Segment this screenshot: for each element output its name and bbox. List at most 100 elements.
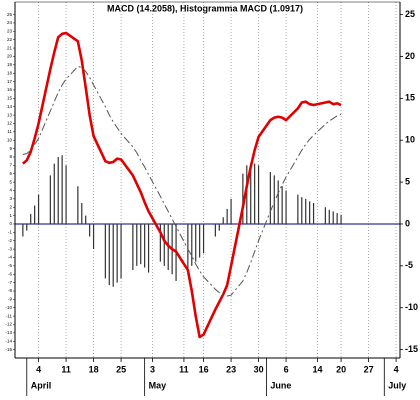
y2-tick-label: 6 xyxy=(9,171,12,176)
y2-tick-label: -6 xyxy=(8,271,12,276)
x-tick-label: 11 xyxy=(179,364,189,374)
histogram-bar xyxy=(214,223,216,237)
histogram-bar xyxy=(147,223,150,273)
histogram-bar xyxy=(34,205,36,224)
histogram-bar xyxy=(281,186,283,224)
y2-tick-label: 23 xyxy=(7,29,13,34)
y2-tick-label: -8 xyxy=(8,288,12,293)
histogram-bar xyxy=(104,223,106,279)
x-tick-label: 14 xyxy=(312,364,322,374)
y2-tick-label: 17 xyxy=(7,79,13,84)
y2-tick-label: 10 xyxy=(7,137,13,142)
y2-tick-label: -2 xyxy=(8,238,12,243)
histogram-bar xyxy=(49,175,51,224)
y2-tick-label: -13 xyxy=(5,330,12,335)
x-tick-label: 18 xyxy=(89,364,99,374)
histogram-bar xyxy=(57,156,59,224)
y2-tick-label: 21 xyxy=(7,45,13,50)
y2-tick-label: -3 xyxy=(8,246,12,251)
x-tick-label: 4 xyxy=(36,364,41,374)
y2-tick-label: -12 xyxy=(5,322,12,327)
histogram-bar xyxy=(108,223,110,286)
y2-tick-label: 25 xyxy=(7,12,13,17)
y2-tick-label: 15 xyxy=(7,96,13,101)
y-tick-label: 20 xyxy=(405,51,415,61)
y2-tick-label: 22 xyxy=(7,37,13,42)
histogram-bar xyxy=(53,163,55,224)
y2-tick-label: 19 xyxy=(7,62,13,67)
y2-tick-label: 14 xyxy=(7,104,13,109)
histogram-bar xyxy=(136,223,138,266)
y-tick-label: 15 xyxy=(405,93,415,103)
histogram-bar xyxy=(226,208,228,224)
histogram-bar xyxy=(22,223,24,237)
histogram-bar xyxy=(218,223,220,231)
y2-tick-label: 24 xyxy=(7,20,13,25)
histogram-bar xyxy=(191,223,193,266)
x-tick-label: 3 xyxy=(150,364,155,374)
histogram-bar xyxy=(30,213,32,224)
y2-tick-label: 11 xyxy=(7,129,12,134)
histogram-bar xyxy=(277,180,279,224)
histogram-bar xyxy=(312,203,315,224)
month-label: July xyxy=(388,380,406,390)
y2-tick-label: 1 xyxy=(9,213,12,218)
y-tick-label: -10 xyxy=(405,302,418,312)
macd-line xyxy=(22,31,342,339)
x-tick-label: 4 xyxy=(394,364,399,374)
histogram-bar xyxy=(324,207,326,224)
histogram-bar xyxy=(305,198,307,224)
histogram-bar xyxy=(120,223,122,279)
histogram-bar xyxy=(187,223,189,271)
x-tick-label: 20 xyxy=(336,364,346,374)
y2-tick-label: -10 xyxy=(5,305,12,310)
y-tick-label: 25 xyxy=(405,9,415,19)
x-tick-label: 23 xyxy=(226,364,236,374)
histogram-bar xyxy=(297,194,299,224)
histogram-bar xyxy=(199,223,201,258)
y2-tick-label: 2 xyxy=(9,204,12,209)
histogram-bar xyxy=(336,213,338,224)
month-label: April xyxy=(31,380,52,390)
y2-tick-label: 16 xyxy=(7,87,13,92)
y2-tick-label: -1 xyxy=(8,230,12,235)
signal-line xyxy=(22,66,342,297)
y2-tick-label: -7 xyxy=(8,280,12,285)
y-tick-label: 5 xyxy=(405,176,410,186)
histogram-bar xyxy=(332,211,334,224)
x-tick-label: 11 xyxy=(61,364,71,374)
y-tick-label: -15 xyxy=(405,344,418,354)
histogram-bar xyxy=(250,163,252,224)
x-tick-label: 16 xyxy=(199,364,209,374)
y2-tick-label: 20 xyxy=(7,54,13,59)
histogram-bar xyxy=(144,223,146,268)
y2-tick-label: -14 xyxy=(5,338,12,343)
histogram-bar xyxy=(246,165,248,224)
y2-tick-label: 3 xyxy=(9,196,12,201)
x-tick-label: 25 xyxy=(116,364,126,374)
y2-tick-label: -11 xyxy=(6,313,13,318)
histogram-bar xyxy=(132,223,134,271)
histogram-bar xyxy=(77,186,79,224)
histogram-bar xyxy=(92,223,95,250)
y-tick-label: 10 xyxy=(405,135,415,145)
month-label: May xyxy=(149,380,167,390)
x-tick-label: 30 xyxy=(254,364,264,374)
histogram-bar xyxy=(26,223,28,231)
x-tick-label: 6 xyxy=(284,364,289,374)
histogram-bar xyxy=(89,223,91,237)
y2-tick-label: 5 xyxy=(9,179,12,184)
histogram-bar xyxy=(116,223,118,283)
histogram-bar xyxy=(340,214,342,224)
y2-tick-label: 4 xyxy=(9,188,12,193)
histogram-bar xyxy=(257,165,260,224)
histogram-bar xyxy=(309,201,311,224)
y2-tick-label: 12 xyxy=(7,121,13,126)
y2-tick-label: -15 xyxy=(5,347,12,352)
histogram-bar xyxy=(202,223,205,254)
histogram-bar xyxy=(159,223,161,262)
y-tick-label: -5 xyxy=(405,260,413,270)
histogram-bar xyxy=(328,209,330,224)
